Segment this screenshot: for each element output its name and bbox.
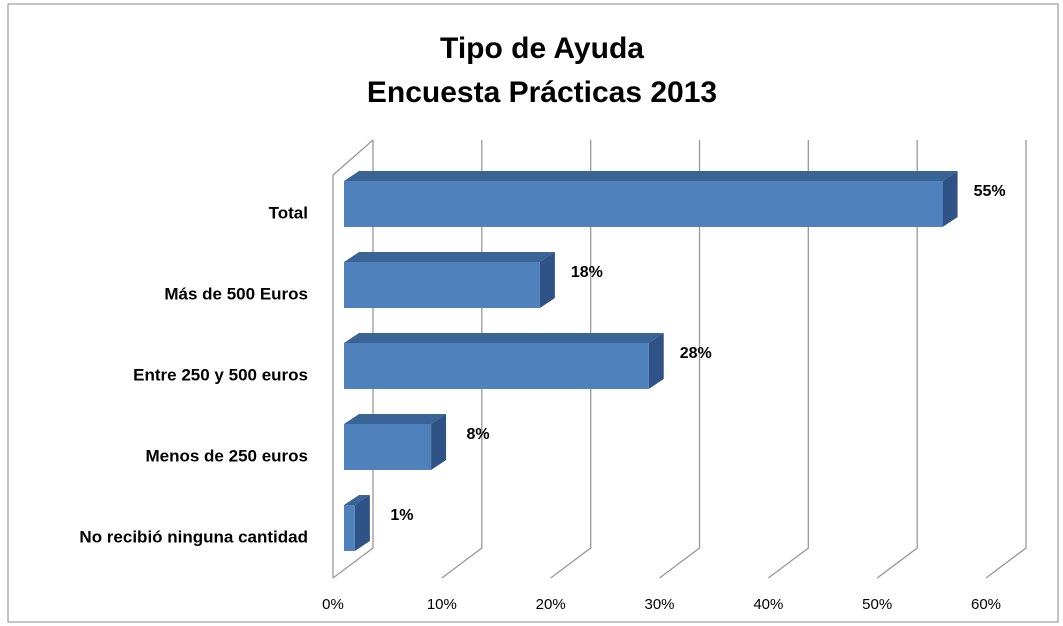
bar-top: [344, 171, 958, 181]
grid-line: [659, 140, 701, 579]
chart-frame: [7, 3, 1059, 623]
bar-side: [648, 333, 664, 389]
y-tick-label: Entre 250 y 500 euros: [133, 365, 308, 384]
data-label: 28%: [680, 345, 712, 362]
bar: [344, 343, 649, 389]
bar: [344, 262, 540, 308]
chart-subtitle: Encuesta Prácticas 2013: [367, 76, 717, 109]
data-label: 1%: [390, 507, 413, 524]
x-tick-label: 10%: [427, 596, 457, 613]
chart-title: Tipo de Ayuda: [440, 32, 644, 65]
x-tick-label: 0%: [322, 596, 344, 613]
y-tick-label: Más de 500 Euros: [164, 284, 308, 303]
bar-top: [344, 333, 664, 343]
grid-line: [876, 140, 918, 579]
y-tick-label: Total: [269, 203, 308, 222]
y-tick-label: No recibió ninguna cantidad: [79, 527, 308, 546]
bar-top: [344, 495, 370, 505]
bar-top: [344, 414, 447, 424]
bar-side: [431, 414, 447, 470]
grid-line: [767, 140, 809, 579]
x-tick-label: 50%: [862, 596, 892, 613]
bar: [344, 181, 943, 227]
x-tick-label: 20%: [536, 596, 566, 613]
bar: [344, 424, 432, 470]
grid-line: [550, 140, 592, 579]
bar-side: [942, 171, 958, 227]
bar: [344, 505, 355, 551]
bar-side: [354, 495, 370, 551]
x-tick-label: 30%: [644, 596, 674, 613]
bar-top: [344, 252, 555, 262]
grid-line: [985, 140, 1027, 579]
x-tick-label: 60%: [971, 596, 1001, 613]
y-tick-label: Menos de 250 euros: [145, 446, 308, 465]
data-label: 55%: [974, 183, 1006, 200]
data-label: 18%: [571, 264, 603, 281]
x-tick-label: 40%: [753, 596, 783, 613]
data-label: 8%: [467, 426, 490, 443]
bar-side: [539, 252, 555, 308]
axis-line: [332, 139, 374, 176]
